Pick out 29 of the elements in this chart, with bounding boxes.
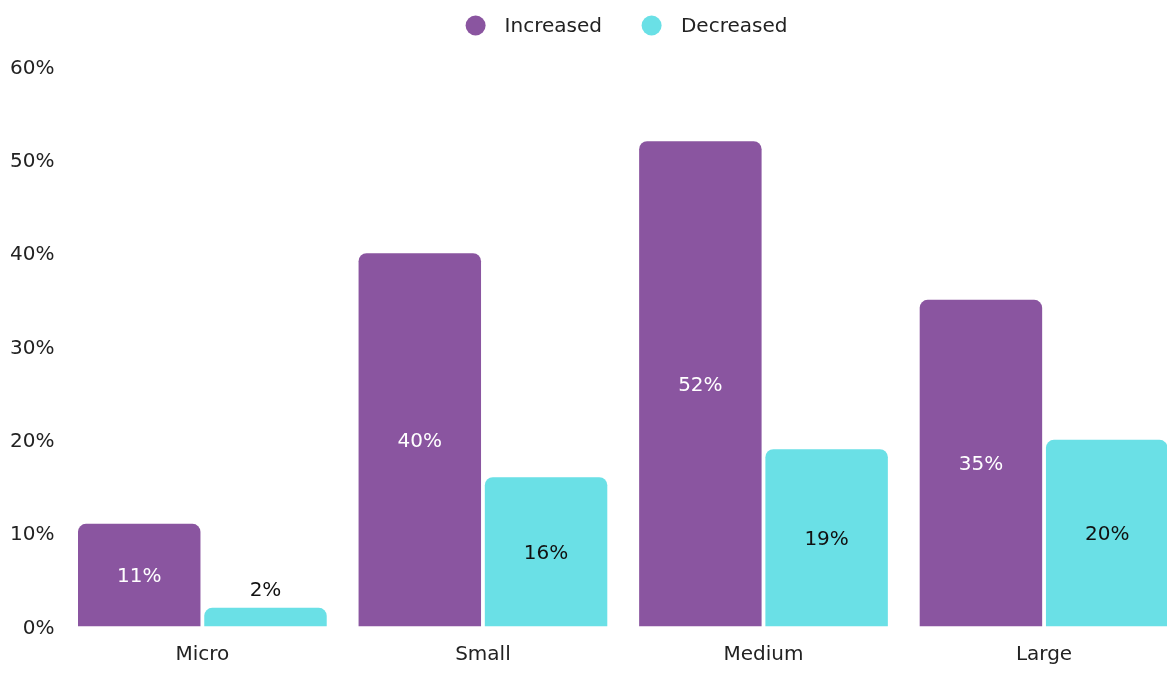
- bar: [639, 141, 762, 627]
- legend-label: Increased: [504, 12, 602, 38]
- bar: [919, 299, 1043, 627]
- x-tick-label: Medium: [723, 640, 804, 665]
- y-tick-label: 60%: [10, 54, 55, 79]
- x-tick-label: Large: [1015, 640, 1073, 665]
- y-tick-label: 20%: [10, 427, 55, 452]
- data-label: 52%: [678, 371, 723, 396]
- y-tick-label: 10%: [10, 521, 55, 546]
- bar: [484, 477, 608, 627]
- bar: [765, 449, 888, 627]
- legend-label: Decreased: [680, 12, 788, 38]
- data-label: 40%: [397, 427, 443, 452]
- y-tick-label: 40%: [10, 241, 55, 266]
- bar: [358, 253, 482, 627]
- bar: [1045, 439, 1167, 627]
- data-label: 19%: [804, 525, 849, 550]
- data-label: 16%: [523, 539, 569, 564]
- y-tick-label: 50%: [10, 147, 55, 172]
- data-label: 2%: [249, 577, 282, 602]
- bar: [204, 607, 327, 627]
- y-tick-label: 0%: [22, 614, 55, 639]
- x-tick-label: Micro: [175, 640, 230, 665]
- y-tick-label: 30%: [10, 334, 55, 359]
- data-label: 35%: [958, 451, 1004, 476]
- data-label: 11%: [117, 563, 162, 588]
- x-tick-label: Small: [455, 640, 511, 665]
- data-label: 20%: [1084, 521, 1130, 546]
- bar: [78, 523, 201, 627]
